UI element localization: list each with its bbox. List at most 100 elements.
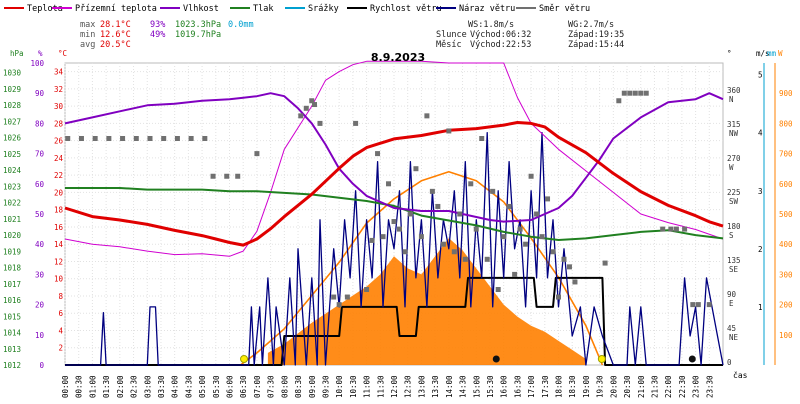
humidity-tick: 30 xyxy=(35,270,45,279)
wind-direction-point xyxy=(188,136,194,141)
x-tick: 18:00 xyxy=(555,375,564,398)
sunset-time: Západ:19:35 xyxy=(568,30,624,40)
wind-direction-point xyxy=(235,173,241,179)
x-tick: 18:30 xyxy=(568,375,577,398)
max-temp: 28.1°C xyxy=(100,20,131,30)
pressure-tick: 1020 xyxy=(3,231,22,240)
x-tick: 15:00 xyxy=(472,375,481,398)
pressure-tick: 1013 xyxy=(3,345,21,354)
wind-direction-point xyxy=(380,234,386,240)
x-tick: 06:30 xyxy=(239,375,248,398)
wind-direction-point xyxy=(106,136,112,141)
axis-unit-label: mm xyxy=(767,49,777,58)
sunrise-marker xyxy=(240,355,249,363)
direction-tick: 135 xyxy=(727,256,741,265)
moon-label: Měsíc xyxy=(436,40,462,50)
x-tick: 21:00 xyxy=(637,375,646,398)
x-tick: 23:30 xyxy=(705,375,714,398)
x-tick: 04:30 xyxy=(184,375,193,398)
wind-direction-point xyxy=(506,203,512,209)
legend: Teplota Přízemní teplota Vlhkost Tlak Srážky… xyxy=(4,4,590,14)
x-tick: 01:00 xyxy=(88,375,97,398)
pressure-tick: 1017 xyxy=(3,280,21,289)
humidity-tick: 90 xyxy=(35,89,45,98)
x-tick: 04:00 xyxy=(171,375,180,398)
wind-direction-point xyxy=(298,113,304,119)
wind-direction-point xyxy=(632,90,638,96)
wind-direction-point xyxy=(668,226,674,232)
wind-speed-line xyxy=(65,276,723,366)
pressure-tick: 1012 xyxy=(3,361,21,370)
direction-tick: 315 xyxy=(727,120,741,129)
wind-speed-tick: 1 xyxy=(758,303,763,312)
x-tick: 19:30 xyxy=(596,375,605,398)
x-tick: 01:30 xyxy=(102,375,111,398)
temperature-tick: 8 xyxy=(58,292,63,301)
sunrise-time: Východ:06:32 xyxy=(470,30,531,40)
wind-direction-point xyxy=(457,211,463,217)
wind-direction-point xyxy=(528,173,534,179)
x-tick: 11:00 xyxy=(363,375,372,398)
wind-direction-point xyxy=(695,302,701,308)
wind-direction-point xyxy=(468,181,474,187)
temperature-tick: 28 xyxy=(54,119,64,128)
pressure-tick: 1019 xyxy=(3,247,21,256)
min-temp: 12.6°C xyxy=(100,30,131,40)
pressure-tick: 1021 xyxy=(3,215,21,224)
wind-gust-info: WG:2.7m/s xyxy=(568,20,614,30)
x-tick: 22:30 xyxy=(678,375,687,398)
solar-tick: 700 xyxy=(779,150,793,159)
x-tick: 20:30 xyxy=(623,375,632,398)
wind-direction-point xyxy=(331,294,337,300)
x-tick: 14:00 xyxy=(445,375,454,398)
x-tick: 00:30 xyxy=(75,375,84,398)
pressure-tick: 1028 xyxy=(3,101,22,110)
direction-tick: 180 xyxy=(727,222,741,231)
temperature-tick: 20 xyxy=(54,188,64,197)
wind-direction-point xyxy=(479,136,485,141)
humidity-tick: 50 xyxy=(35,210,45,219)
wind-direction-point xyxy=(224,173,230,179)
pressure-tick: 1030 xyxy=(3,69,22,78)
humidity-tick: 100 xyxy=(30,59,44,68)
wind-speed-tick: 4 xyxy=(758,129,763,138)
x-tick: 08:00 xyxy=(280,375,289,398)
wind-direction-point xyxy=(418,234,424,240)
wind-direction-point xyxy=(336,302,342,308)
pressure-tick: 1016 xyxy=(3,296,22,305)
wind-direction-point xyxy=(616,98,622,104)
wind-direction-point xyxy=(495,287,501,292)
moonset-time: Západ:15:44 xyxy=(568,40,624,50)
temperature-tick: 24 xyxy=(54,154,64,163)
wind-direction-point xyxy=(512,271,518,277)
axis-unit-label: W xyxy=(778,49,783,58)
wind-direction-point xyxy=(353,120,359,126)
x-tick: 21:30 xyxy=(650,375,659,398)
wind-speed-info: WS:1.8m/s xyxy=(468,20,514,30)
direction-tick: 45 xyxy=(727,324,736,333)
temperature-tick: 26 xyxy=(54,137,64,146)
wind-speed-tick: 5 xyxy=(758,71,763,80)
chart-title: 8.9.2023 xyxy=(371,51,425,64)
avg-label: avg xyxy=(80,40,95,50)
legend-label: Směr větru xyxy=(539,4,590,14)
direction-tick-label: E xyxy=(729,299,734,308)
wind-direction-point xyxy=(309,98,315,104)
wind-direction-point xyxy=(413,166,419,172)
x-tick: 07:30 xyxy=(267,375,276,398)
solar-tick: 300 xyxy=(779,270,793,279)
x-tick: 12:00 xyxy=(390,375,399,398)
wind-direction-point xyxy=(550,249,556,255)
x-tick: 10:30 xyxy=(349,375,358,398)
wind-direction-point xyxy=(386,181,392,187)
wind-direction-point xyxy=(435,203,441,209)
wind-direction-point xyxy=(202,136,208,141)
wind-speed-tick: 2 xyxy=(758,245,763,254)
pressure-tick: 1018 xyxy=(3,264,22,273)
pressure-line xyxy=(65,187,724,241)
temperature-tick: 6 xyxy=(58,309,63,318)
wind-direction-point xyxy=(446,128,452,134)
wind-gust-line xyxy=(65,132,724,366)
wind-direction-point xyxy=(517,226,523,232)
